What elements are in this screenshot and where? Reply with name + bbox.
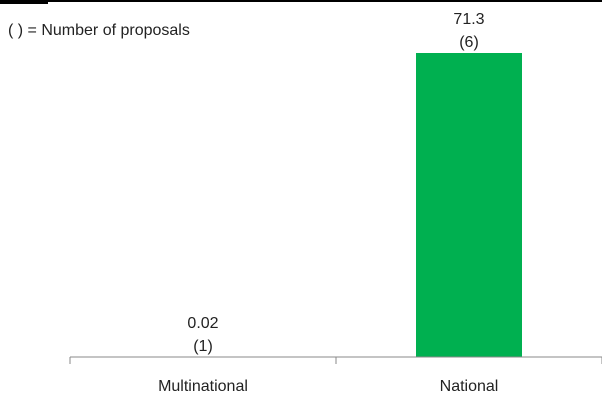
category-label-national: National bbox=[440, 378, 499, 395]
proposals-note: ( ) = Number of proposals bbox=[8, 22, 190, 39]
data-labels-group: 0.02 (1) 71.3 (6) bbox=[187, 11, 484, 355]
x-axis-tick-labels: Multinational National bbox=[158, 378, 498, 395]
top-rule-corner-mark bbox=[0, 0, 48, 4]
proposal-count-label-multinational: (1) bbox=[193, 338, 213, 355]
category-label-multinational: Multinational bbox=[158, 378, 248, 395]
x-axis-ticks bbox=[69, 357, 602, 364]
value-label-national: 71.3 bbox=[453, 11, 484, 28]
proposal-count-label-national: (6) bbox=[459, 34, 479, 51]
bars-group bbox=[150, 53, 522, 357]
value-label-multinational: 0.02 bbox=[187, 315, 218, 332]
bar-national bbox=[416, 53, 522, 357]
